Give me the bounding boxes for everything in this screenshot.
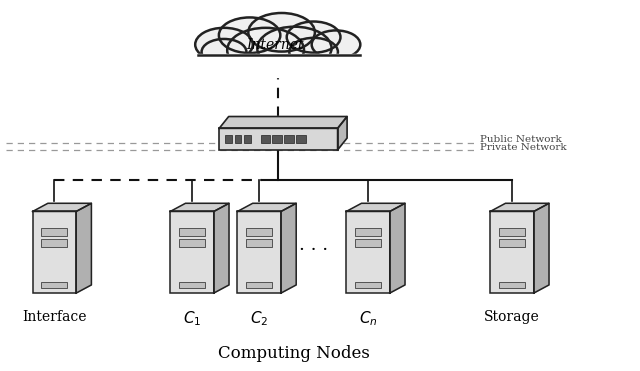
Polygon shape	[170, 203, 229, 211]
Text: $C_n$: $C_n$	[358, 310, 378, 328]
FancyBboxPatch shape	[246, 239, 272, 247]
Polygon shape	[33, 203, 92, 211]
FancyBboxPatch shape	[179, 228, 205, 236]
Polygon shape	[219, 116, 347, 128]
Circle shape	[287, 22, 340, 53]
FancyBboxPatch shape	[219, 128, 338, 150]
Text: Storage: Storage	[484, 310, 540, 324]
Text: . . .: . . .	[299, 236, 328, 254]
Bar	[192, 54, 365, 77]
Text: Interface: Interface	[22, 310, 86, 324]
FancyBboxPatch shape	[296, 135, 306, 143]
Circle shape	[219, 17, 280, 53]
Circle shape	[195, 28, 253, 61]
FancyBboxPatch shape	[490, 211, 534, 293]
Text: $C_2$: $C_2$	[250, 310, 268, 328]
FancyBboxPatch shape	[499, 282, 525, 288]
Circle shape	[289, 38, 338, 66]
Text: Private Network: Private Network	[480, 143, 566, 152]
FancyBboxPatch shape	[235, 135, 241, 143]
Polygon shape	[281, 203, 296, 293]
Polygon shape	[346, 203, 405, 211]
FancyBboxPatch shape	[42, 239, 67, 247]
FancyBboxPatch shape	[179, 282, 205, 288]
Circle shape	[248, 13, 315, 52]
Circle shape	[312, 30, 360, 59]
Polygon shape	[534, 203, 549, 293]
FancyBboxPatch shape	[260, 135, 270, 143]
Text: $C_1$: $C_1$	[183, 310, 201, 328]
Circle shape	[227, 28, 304, 72]
Polygon shape	[338, 116, 347, 150]
Polygon shape	[490, 203, 549, 211]
FancyBboxPatch shape	[273, 135, 282, 143]
FancyBboxPatch shape	[346, 211, 390, 293]
FancyBboxPatch shape	[33, 211, 76, 293]
FancyBboxPatch shape	[499, 228, 525, 236]
FancyBboxPatch shape	[499, 239, 525, 247]
Circle shape	[257, 27, 332, 70]
FancyBboxPatch shape	[179, 239, 205, 247]
FancyBboxPatch shape	[355, 282, 381, 288]
FancyBboxPatch shape	[284, 135, 294, 143]
Polygon shape	[390, 203, 405, 293]
Polygon shape	[76, 203, 92, 293]
Text: Internet: Internet	[246, 37, 304, 52]
FancyBboxPatch shape	[246, 228, 272, 236]
FancyBboxPatch shape	[355, 239, 381, 247]
Polygon shape	[214, 203, 229, 293]
Text: Public Network: Public Network	[480, 135, 562, 144]
FancyBboxPatch shape	[355, 228, 381, 236]
Polygon shape	[237, 203, 296, 211]
FancyBboxPatch shape	[237, 211, 281, 293]
FancyBboxPatch shape	[225, 135, 232, 143]
FancyBboxPatch shape	[42, 228, 67, 236]
FancyBboxPatch shape	[244, 135, 251, 143]
Circle shape	[202, 39, 246, 65]
FancyBboxPatch shape	[246, 282, 272, 288]
FancyBboxPatch shape	[170, 211, 214, 293]
Text: Computing Nodes: Computing Nodes	[218, 345, 371, 362]
FancyBboxPatch shape	[42, 282, 67, 288]
